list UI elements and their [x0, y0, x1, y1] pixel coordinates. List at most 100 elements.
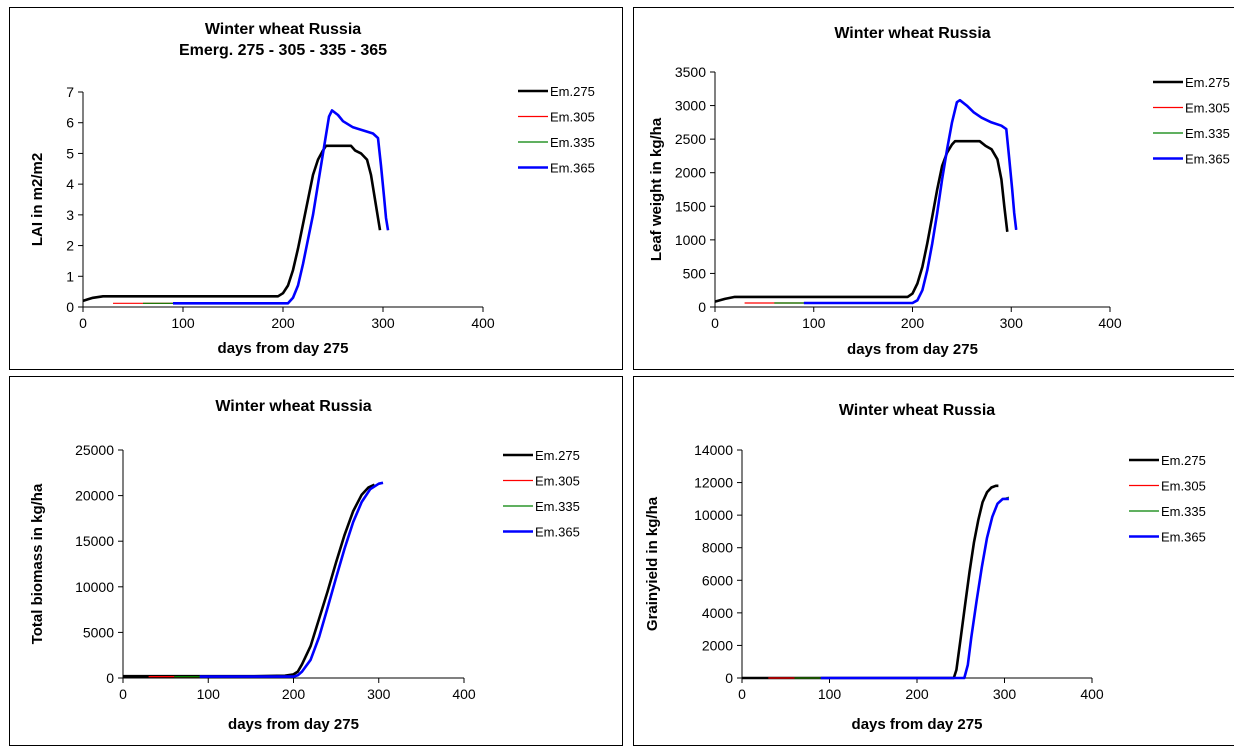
- x-tick-label: 100: [197, 686, 221, 702]
- x-tick-label: 300: [367, 686, 391, 702]
- series-line-Em305: [148, 482, 384, 678]
- legend-label-Em305: Em.305: [1185, 101, 1230, 116]
- legend-label-Em275: Em.275: [550, 84, 595, 99]
- y-tick-label: 5000: [83, 624, 114, 640]
- legend-label-Em335: Em.335: [1161, 504, 1206, 519]
- y-tick-label: 1500: [675, 198, 706, 214]
- series-line-Em275: [82, 144, 382, 303]
- chart-svg-grainyield: Winter wheat Russia020004000600080001000…: [644, 402, 1206, 733]
- series-line-Em305: [768, 496, 1010, 679]
- x-tick-label: 300: [371, 315, 395, 331]
- legend-label-Em335: Em.335: [535, 499, 580, 514]
- x-tick-label: 300: [993, 686, 1017, 702]
- y-tick-label: 3: [66, 207, 74, 223]
- series-line-Em305: [744, 99, 1017, 304]
- x-axis-title: days from day 275: [847, 341, 978, 358]
- chart-title: Winter wheat Russia: [834, 25, 990, 42]
- y-tick-label: 2: [66, 238, 74, 254]
- series-line-Em275: [123, 483, 376, 678]
- x-axis-title: days from day 275: [852, 716, 983, 733]
- series-line-Em305: [113, 109, 389, 304]
- x-tick-label: 300: [1000, 315, 1024, 331]
- y-tick-label: 15000: [75, 533, 114, 549]
- y-tick-label: 2000: [675, 165, 706, 181]
- x-tick-label: 100: [802, 315, 826, 331]
- y-axis-title: Grainyield in kg/ha: [644, 496, 661, 631]
- y-tick-label: 6: [66, 115, 74, 131]
- y-tick-label: 10000: [694, 507, 733, 523]
- series-line-Em365: [820, 497, 1009, 680]
- y-tick-label: 8000: [702, 540, 733, 556]
- y-tick-label: 3000: [675, 98, 706, 114]
- series-line-Em365: [803, 98, 1018, 305]
- y-tick-label: 5: [66, 145, 74, 161]
- y-tick-label: 1000: [675, 232, 706, 248]
- x-tick-label: 0: [711, 315, 719, 331]
- y-tick-label: 25000: [75, 442, 114, 458]
- legend-label-Em305: Em.305: [535, 474, 580, 489]
- x-tick-label: 400: [452, 686, 476, 702]
- x-tick-label: 100: [171, 315, 195, 331]
- y-tick-label: 14000: [694, 442, 733, 458]
- y-tick-label: 12000: [694, 475, 733, 491]
- legend-label-Em275: Em.275: [535, 448, 580, 463]
- y-axis-title: Total biomass in kg/ha: [29, 483, 46, 644]
- chart-total-biomass: Winter wheat Russia 0 5000 10000 15000 20000 2…: [9, 376, 623, 746]
- y-tick-label: 4000: [702, 605, 733, 621]
- y-axis-title: LAI in m2/m2: [29, 153, 46, 246]
- legend-label-Em365: Em.365: [1185, 152, 1230, 167]
- x-tick-label: 0: [738, 686, 746, 702]
- chart-title-line-2: Emerg. 275 - 305 - 335 - 365: [179, 42, 387, 59]
- series-line-Em365: [173, 109, 390, 305]
- legend-label-Em335: Em.335: [1185, 126, 1230, 141]
- chart-svg-leaf-weight: Winter wheat Russia050010001500200025003…: [648, 25, 1230, 358]
- chart-svg-total-biomass: Winter wheat Russia 0 5000 10000 15000 20000 2…: [29, 398, 580, 733]
- x-axis-title: days from day 275: [228, 716, 359, 733]
- y-tick-label: 7: [66, 84, 74, 100]
- x-tick-label: 200: [282, 686, 306, 702]
- y-tick-label: 3500: [675, 64, 706, 80]
- x-tick-label: 0: [79, 315, 87, 331]
- legend-label-Em275: Em.275: [1185, 75, 1230, 90]
- chart-title: Winter wheat Russia: [215, 398, 371, 415]
- x-tick-label: 400: [1098, 315, 1122, 331]
- chart-lai: Winter wheat Russia Emerg. 275 - 305 - 33…: [9, 7, 623, 370]
- legend-label-Em365: Em.365: [1161, 530, 1206, 545]
- y-tick-label: 2500: [675, 131, 706, 147]
- x-tick-label: 400: [471, 315, 495, 331]
- legend-label-Em305: Em.305: [1161, 479, 1206, 494]
- legend-label-Em305: Em.305: [550, 110, 595, 125]
- y-tick-label: 10000: [75, 579, 114, 595]
- y-tick-label: 0: [66, 299, 74, 315]
- y-tick-label: 6000: [702, 572, 733, 588]
- series-line-Em335: [774, 99, 1017, 304]
- x-tick-label: 200: [905, 686, 929, 702]
- y-tick-label: 20000: [75, 488, 114, 504]
- legend-label-Em365: Em.365: [550, 161, 595, 176]
- chart-svg-lai: Winter wheat Russia Emerg. 275 - 305 - 33…: [29, 21, 595, 357]
- legend-label-Em335: Em.335: [550, 135, 595, 150]
- x-tick-label: 400: [1080, 686, 1104, 702]
- x-tick-label: 0: [119, 686, 127, 702]
- y-tick-label: 4: [66, 176, 74, 192]
- y-axis-title: Leaf weight in kg/ha: [648, 117, 665, 261]
- chart-grainyield: Winter wheat Russia 0 2000 4000 6000 8000 1000…: [633, 376, 1234, 746]
- series-line-Em365: [199, 481, 384, 678]
- chart-title: Winter wheat Russia: [205, 21, 361, 38]
- chart-title: Winter wheat Russia: [839, 402, 995, 419]
- y-tick-label: 0: [698, 299, 706, 315]
- x-tick-label: 200: [271, 315, 295, 331]
- chart-leaf-weight: Winter wheat Russia 0 500 1000 1500 2000 2500 3…: [633, 7, 1234, 370]
- y-tick-label: 1: [66, 268, 74, 284]
- y-tick-label: 0: [725, 670, 733, 686]
- y-tick-label: 500: [683, 265, 707, 281]
- x-tick-label: 200: [901, 315, 925, 331]
- legend-label-Em365: Em.365: [535, 525, 580, 540]
- x-axis-title: days from day 275: [218, 340, 349, 357]
- series-line-Em335: [143, 109, 389, 304]
- y-tick-label: 0: [106, 670, 114, 686]
- series-line-Em275: [714, 139, 1009, 303]
- series-line-Em275: [742, 484, 999, 680]
- legend-label-Em275: Em.275: [1161, 453, 1206, 468]
- y-tick-label: 2000: [702, 637, 733, 653]
